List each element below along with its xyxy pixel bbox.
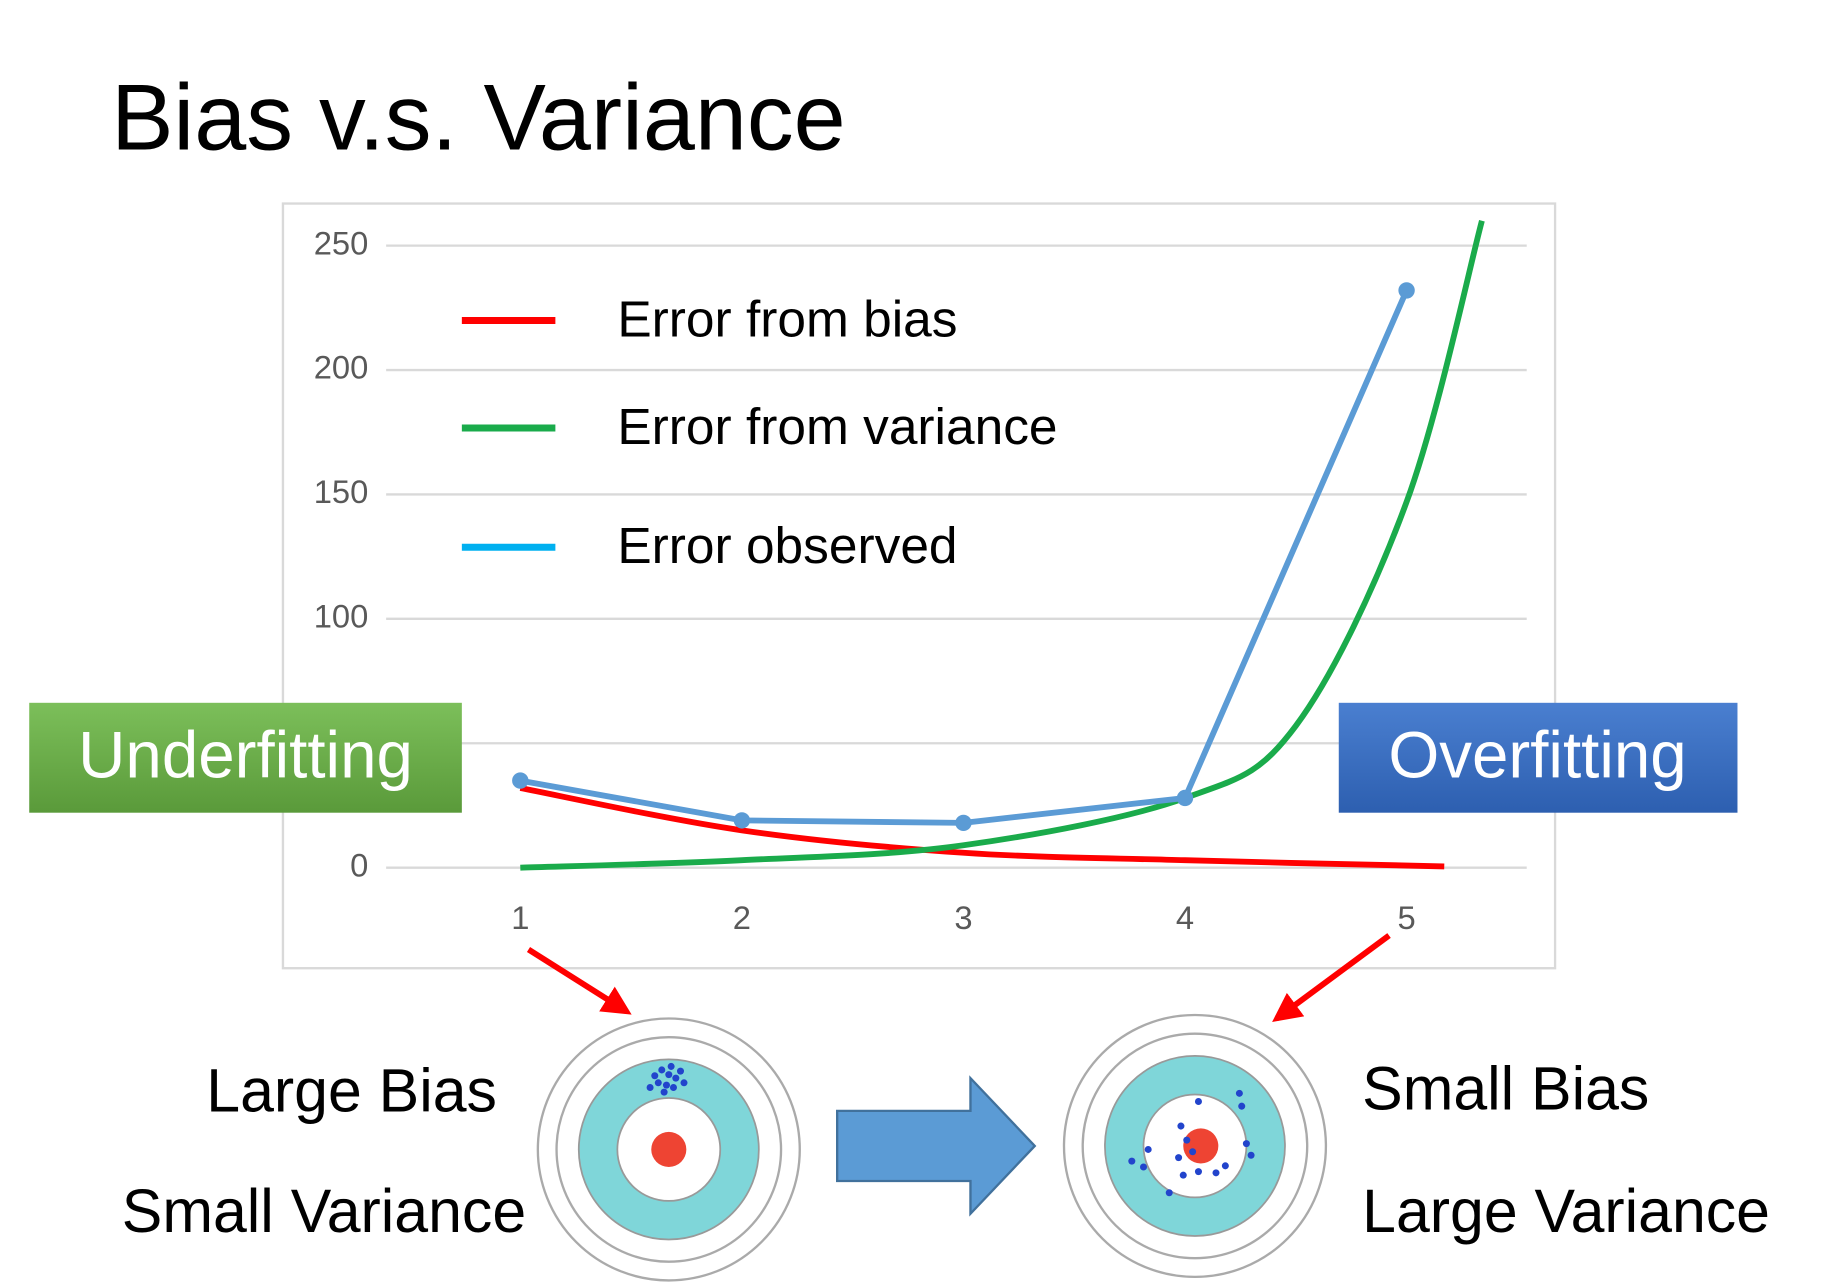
slide-title: Bias v.s. Variance — [111, 65, 846, 170]
underfitting-box — [29, 702, 462, 813]
data-point — [733, 812, 751, 829]
target-left — [536, 1017, 801, 1282]
y-tick-label: 0 — [350, 846, 368, 883]
series-line — [519, 785, 1445, 870]
x-tick-label: 3 — [954, 899, 972, 936]
right-variance-label: Large Variance — [1362, 1177, 1770, 1245]
data-point — [1398, 282, 1415, 299]
pointer-arrow — [526, 947, 632, 1015]
y-tick-label: 250 — [314, 224, 369, 261]
underfitting-label: Underfitting — [78, 718, 413, 791]
legend: Error from bias Error from variance Error … — [461, 289, 1058, 574]
x-tick-label: 2 — [733, 899, 751, 936]
plot — [512, 219, 1485, 871]
target-right — [1062, 1013, 1328, 1279]
y-tick-label: 100 — [314, 597, 369, 634]
data-point — [955, 814, 972, 832]
y-tick-label: 200 — [314, 349, 369, 386]
pointer-arrow — [1272, 933, 1391, 1022]
overfitting-box — [1338, 702, 1738, 813]
data-point — [1176, 789, 1194, 807]
overfitting-label: Overfitting — [1388, 718, 1686, 791]
chart-frame — [281, 202, 1557, 970]
legend-label: Error from bias — [617, 289, 957, 347]
x-tick-label: 5 — [1397, 899, 1415, 936]
x-tick-label: 1 — [511, 899, 529, 936]
left-variance-label: Small Variance — [122, 1177, 526, 1245]
x-tick-label: 4 — [1176, 899, 1194, 936]
transition-arrow — [836, 1075, 1037, 1217]
legend-label: Error observed — [617, 516, 957, 574]
data-point — [512, 772, 529, 789]
right-bias-label: Small Bias — [1362, 1054, 1649, 1122]
y-tick-label: 150 — [314, 473, 369, 510]
left-bias-label: Large Bias — [206, 1057, 497, 1125]
legend-label: Error from variance — [617, 397, 1057, 455]
